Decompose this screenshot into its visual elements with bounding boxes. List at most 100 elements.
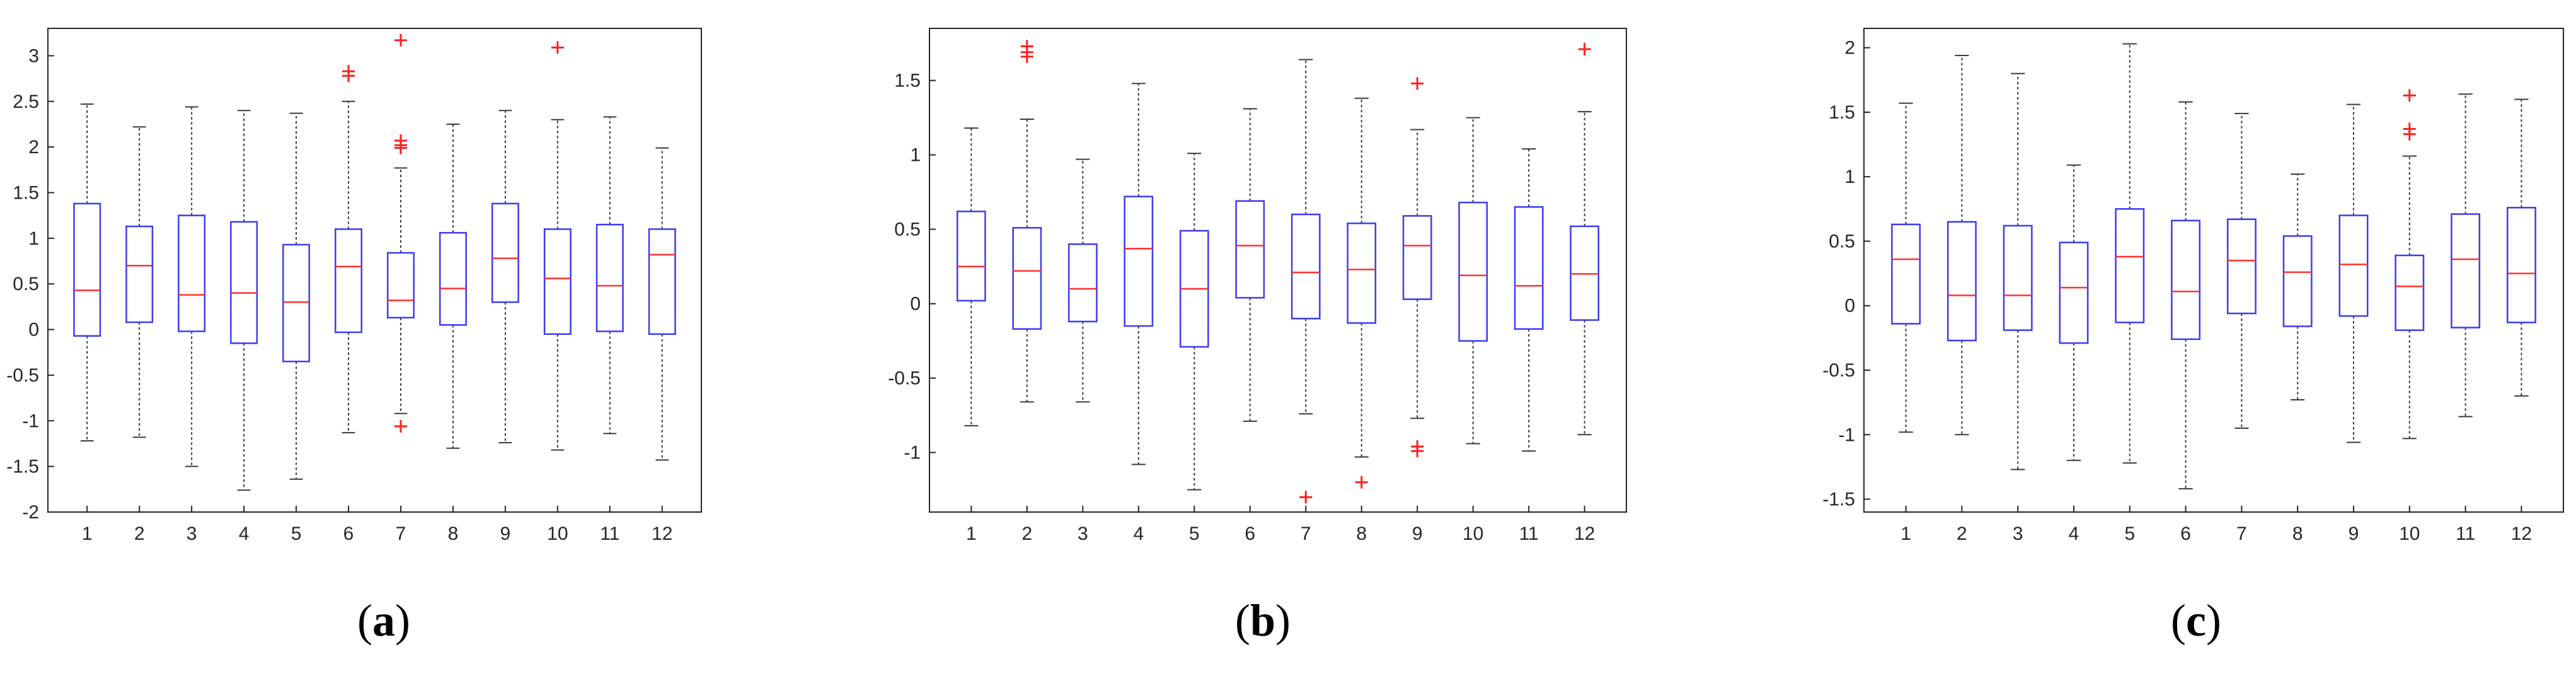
- x-tick-label: 11: [600, 523, 619, 544]
- x-tick-label: 4: [239, 523, 250, 544]
- y-tick-label: 2: [28, 137, 39, 158]
- box: [1124, 195, 1154, 327]
- outlier-marker: [1411, 445, 1424, 458]
- y-tick-label: -1.5: [1822, 489, 1855, 510]
- panel-a: -2-1.5-1-0.500.511.522.531 2 3 4 5 6 7 8 9 10 11 12: [6, 28, 702, 544]
- box: [1891, 223, 1921, 325]
- y-tick-label: 2.5: [13, 91, 39, 112]
- x-tick-label: 2: [1957, 523, 1967, 544]
- y-tick-label: 0.5: [1829, 231, 1855, 252]
- box: [2282, 235, 2313, 327]
- outlier-marker: [1020, 40, 1033, 53]
- box: [439, 231, 467, 326]
- caption-c-letter: c: [2186, 595, 2206, 646]
- box: [1402, 215, 1432, 300]
- y-tick-label: -0.5: [888, 368, 921, 389]
- box: [230, 221, 258, 344]
- x-tick-label: 9: [1412, 523, 1423, 544]
- outlier-marker: [2403, 89, 2416, 102]
- y-tick-label: 3: [28, 45, 39, 66]
- x-tick-label: 10: [1463, 523, 1483, 544]
- box: [1012, 226, 1042, 330]
- y-tick-label: 1.5: [13, 182, 39, 203]
- box: [543, 228, 572, 335]
- box: [2338, 214, 2369, 317]
- outlier-marker: [394, 33, 407, 47]
- outlier-marker: [394, 419, 407, 433]
- y-tick-label: -1: [904, 443, 921, 463]
- outlier-marker: [2403, 122, 2416, 136]
- box: [2451, 213, 2481, 329]
- y-tick-label: 2: [1844, 38, 1855, 59]
- box: [1946, 221, 1977, 342]
- caption-c: (c): [2171, 595, 2221, 646]
- x-tick-label: 11: [2456, 523, 2475, 544]
- x-tick-label: 12: [652, 523, 672, 544]
- x-tick-label: 3: [1078, 523, 1088, 544]
- outlier-marker: [1355, 475, 1368, 489]
- x-tick-label: 9: [2349, 523, 2359, 544]
- y-tick-label: 0: [1844, 296, 1855, 317]
- box: [956, 211, 986, 302]
- x-tick-label: 7: [2236, 523, 2247, 544]
- y-tick-label: 1.5: [894, 71, 921, 91]
- x-tick-label: 8: [448, 523, 459, 544]
- caption-b: (b): [1235, 595, 1291, 646]
- x-tick-label: 11: [1519, 523, 1539, 544]
- caption-b-letter: b: [1250, 595, 1275, 646]
- x-tick-label: 3: [187, 523, 197, 544]
- caption-a: (a): [357, 595, 410, 646]
- panel-c: -1.5-1-0.500.511.521 2 3 4 5 6 7 8 9 10 11 12: [1822, 28, 2564, 544]
- y-tick-label: -1: [1838, 424, 1855, 445]
- box: [2226, 218, 2257, 315]
- y-tick-label: -0.5: [1822, 360, 1855, 381]
- box: [2003, 224, 2033, 331]
- box: [125, 225, 154, 323]
- x-tick-label: 9: [500, 523, 511, 544]
- outlier-marker: [1299, 491, 1313, 504]
- box: [1347, 222, 1377, 324]
- x-tick-label: 6: [1245, 523, 1255, 544]
- y-tick-label: 0.5: [894, 219, 921, 240]
- x-tick-label: 12: [2511, 523, 2532, 544]
- plot-frame: [47, 28, 702, 513]
- y-tick-label: -1.5: [6, 457, 39, 477]
- x-tick-label: 10: [547, 523, 568, 544]
- y-tick-label: 1: [1844, 166, 1855, 187]
- x-tick-label: 5: [2124, 523, 2135, 544]
- box: [491, 202, 519, 303]
- y-tick-label: 0: [28, 320, 39, 341]
- caption-a-letter: a: [372, 595, 395, 646]
- outlier-marker: [1578, 43, 1591, 56]
- box: [2506, 207, 2536, 323]
- x-tick-label: 1: [82, 523, 93, 544]
- panel-b: -1-0.500.511.51 2 3 4 5 6 7 8 9 10 11 12: [888, 28, 1627, 544]
- box: [2059, 242, 2089, 344]
- plot-frame: [929, 28, 1627, 513]
- y-tick-label: -0.5: [6, 365, 39, 386]
- box: [178, 214, 206, 332]
- x-tick-label: 2: [1021, 523, 1032, 544]
- box: [1514, 206, 1544, 330]
- x-tick-label: 1: [966, 523, 977, 544]
- box: [73, 202, 101, 337]
- x-tick-label: 8: [1356, 523, 1367, 544]
- y-tick-label: 1: [28, 228, 39, 249]
- box: [386, 252, 415, 319]
- box: [2171, 219, 2201, 341]
- box: [2395, 254, 2425, 331]
- box: [1235, 200, 1265, 299]
- box: [1291, 213, 1321, 320]
- x-tick-label: 4: [2069, 523, 2079, 544]
- x-tick-label: 5: [1189, 523, 1200, 544]
- y-tick-label: -2: [22, 502, 39, 523]
- box: [335, 228, 363, 334]
- x-tick-label: 4: [1133, 523, 1144, 544]
- box: [2115, 208, 2145, 323]
- x-tick-label: 1: [1900, 523, 1911, 544]
- x-tick-label: 10: [2399, 523, 2420, 544]
- x-tick-label: 7: [1301, 523, 1311, 544]
- box: [282, 243, 311, 363]
- y-tick-label: 1: [910, 145, 921, 166]
